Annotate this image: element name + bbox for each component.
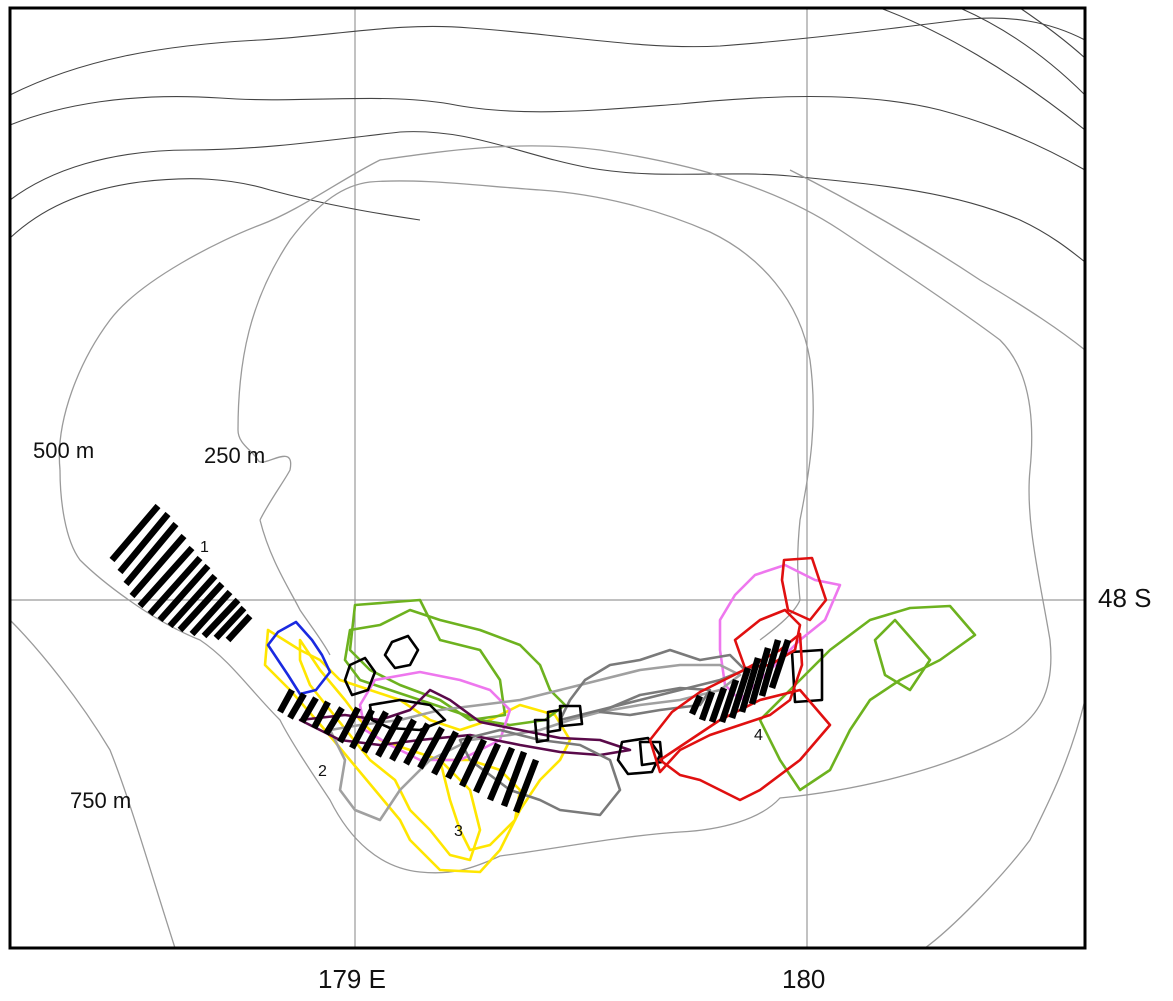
track-darkgray-1 [458,728,622,817]
track-black-5 [558,704,584,728]
depth-label-500m: 500 m [33,438,94,463]
contour-deep-5 [879,7,1086,131]
track-red-3 [733,608,802,670]
track-black-9 [533,718,550,744]
lon-label-179e: 179 E [318,964,386,994]
contour-250m [237,180,814,656]
contour-deep-4 [9,178,421,239]
track-red-2 [658,688,832,802]
hatch-area-4 [689,638,792,724]
track-yellow-1 [263,628,572,874]
area-label-1: 1 [200,539,209,556]
track-lightgray-1 [328,663,742,822]
track-black-1 [343,656,377,697]
deep-contours [9,7,1086,263]
depth-label-750m: 750 m [70,788,131,813]
contour-750m [9,619,1086,949]
hatch-area-2-3 [277,688,540,814]
lon-label-180: 180 [782,964,826,994]
track-black-6 [616,736,662,776]
map-border [8,6,1087,950]
contour-east-outer [789,169,1086,351]
track-black-3 [368,698,447,732]
track-green-east [758,604,977,792]
plateau-contours [9,145,1086,949]
track-black-2 [383,634,420,670]
track-darkgray-2 [558,648,747,722]
track-pink-east [718,563,842,702]
hatch-area-1 [109,503,253,643]
contour-deep-6 [959,7,1086,96]
area-label-3: 3 [454,823,463,840]
area-label-2: 2 [318,763,327,780]
contour-deep-7 [1019,7,1086,59]
area-label-4: 4 [754,727,763,744]
track-green-1 [343,608,567,727]
track-blue [266,620,332,696]
vessel-tracks [263,556,977,874]
map-frame-bg [10,8,1085,948]
depth-label-250m: 250 m [204,443,265,468]
lat-label-48s: 48 S [1098,583,1152,613]
track-red-4 [780,556,828,622]
contour-deep-2 [9,95,1086,171]
track-red-1 [648,632,804,774]
contour-500m [58,145,1052,874]
track-green-2 [348,598,507,722]
contour-deep-3 [9,131,1086,263]
track-darkgray-3 [598,686,712,717]
hatched-areas [109,503,792,814]
contour-deep-1 [9,17,1086,96]
track-green-east-2 [873,618,932,692]
